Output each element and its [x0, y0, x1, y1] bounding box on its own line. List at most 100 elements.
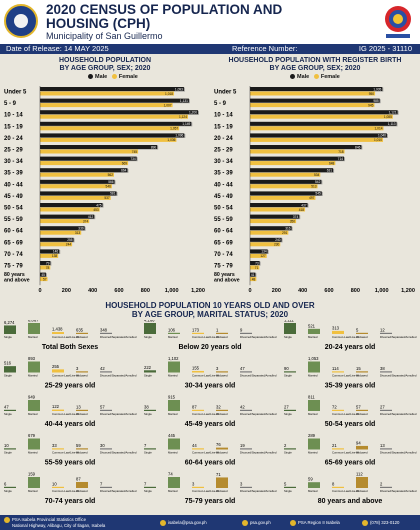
marital-category-label: Divorced/Separated/Annulled [380, 451, 417, 455]
footer-facebook[interactable]: PSA Region II Isabela [290, 520, 340, 526]
footer-phone[interactable]: (078) 323-0120 [362, 520, 399, 526]
marital-category-label: Single [144, 412, 152, 416]
female-bar [250, 149, 345, 154]
male-bar [40, 110, 198, 115]
male-bar [250, 203, 308, 207]
marital-bar [100, 371, 112, 373]
marital-value-label: 679 [28, 433, 36, 438]
marital-category-label: Single [4, 412, 12, 416]
legend-male: Male [95, 74, 108, 80]
marital-title-line-2: BY AGE GROUP, MARITAL STATUS; 2020 [131, 309, 289, 319]
psa-logo [4, 4, 38, 38]
marital-group-label: 35-39 years old [325, 383, 376, 390]
marital-value-label: 289 [308, 433, 316, 438]
marital-category-label: Widowed [76, 335, 88, 339]
male-bar [40, 226, 85, 231]
female-bar [40, 91, 175, 96]
marital-value-label: 106 [168, 327, 176, 332]
male-bar [40, 203, 103, 207]
marital-value-label: 87 [192, 404, 197, 409]
category-label: 45 - 49 [214, 194, 233, 200]
male-value-label: 255 [67, 238, 73, 242]
category-label: 55 - 59 [4, 217, 23, 223]
male-bar [40, 156, 137, 161]
male-value-label: 437 [301, 203, 307, 207]
male-bar [250, 145, 362, 149]
marital-bar [332, 448, 344, 450]
male-bar [40, 249, 60, 254]
female-bar [40, 172, 114, 177]
marital-value-label: 6 [4, 481, 7, 486]
marital-bar [216, 447, 228, 450]
office-name: PSA Isabela Provincial Statistics Office [12, 517, 86, 523]
marital-group-label: 55-59 years old [45, 460, 96, 467]
x-tick-label: 1,200 [401, 288, 415, 294]
marital-category-label: Married [168, 374, 178, 378]
chart-1-title: HOUSEHOLD POPULATION BY AGE GROUP, SEX; … [0, 57, 210, 72]
marital-category-label: Widowed [76, 451, 88, 455]
male-bar [250, 261, 260, 265]
marital-category-label: Widowed [356, 335, 368, 339]
marital-category-label: Common-Law/Live-in [332, 374, 359, 378]
female-value-label: 313 [75, 231, 81, 235]
marital-bar [356, 371, 368, 373]
marital-bar [4, 486, 16, 488]
male-value-label: 316 [285, 227, 291, 231]
marital-bar [308, 438, 320, 450]
category-label: 20 - 24 [4, 136, 23, 142]
female-bar [40, 149, 139, 154]
marital-title-line-1: HOUSEHOLD POPULATION 10 YEARS OLD AND OV… [105, 301, 315, 310]
female-value-label: 78 [46, 266, 50, 270]
male-bar [250, 214, 300, 219]
female-value-label: 1,085 [384, 115, 392, 119]
female-value-label: 1,124 [179, 115, 187, 119]
email-text: isabela@psa.gov.ph [168, 520, 207, 526]
marital-value-label: 1,053 [308, 356, 319, 361]
chart-2-title-line-2: BY AGE GROUP, SEX; 2020 [269, 64, 361, 72]
marital-category-label: Common-Law/Live-in [192, 335, 219, 339]
marital-value-label: 44 [192, 443, 197, 448]
marital-category-label: Married [28, 374, 38, 378]
male-value-label: 374 [293, 215, 299, 219]
marital-bar [192, 409, 204, 411]
marital-value-label: 3 [76, 366, 79, 371]
category-label: 30 - 34 [4, 159, 23, 165]
category-label: Under 5 [4, 90, 27, 96]
marital-value-label: 2 [380, 481, 383, 486]
category-label: 20 - 24 [214, 136, 233, 142]
footer-email[interactable]: isabela@psa.gov.ph [160, 520, 207, 526]
marital-category-label: Single [4, 335, 12, 339]
female-bar [40, 195, 111, 200]
marital-value-label: 122 [52, 404, 60, 409]
female-bar [250, 230, 289, 235]
male-bar [250, 249, 268, 254]
female-value-label: 497 [309, 196, 315, 200]
category-label: Under 5 [214, 90, 237, 96]
marital-value-label: 47 [4, 404, 9, 409]
marital-category-label: Widowed [216, 451, 228, 455]
category-label: 10 - 14 [4, 113, 23, 119]
marital-bar [284, 448, 296, 450]
male-bar [40, 261, 51, 265]
marital-category-label: Widowed [216, 335, 228, 339]
marital-category-label: Divorced/Separated/Annulled [100, 489, 137, 493]
chart-1-legend: Male Female [88, 74, 138, 80]
marital-category-label: Common-Law/Live-in [332, 451, 359, 455]
marital-category-label: Divorced/Separated/Annulled [240, 335, 277, 339]
female-value-label: 534 [314, 173, 320, 177]
marital-bar [240, 409, 252, 411]
marital-bar [168, 400, 180, 411]
marital-bar [380, 448, 392, 450]
marital-group-label: Total Both Sexes [42, 344, 98, 351]
male-value-label: 1,131 [180, 99, 188, 103]
marital-bar [284, 323, 296, 334]
footer-web[interactable]: psa.gov.ph [242, 520, 271, 526]
female-value-label: 513 [311, 185, 317, 189]
marital-bar [332, 486, 344, 488]
x-tick-label: 400 [298, 288, 307, 294]
marital-group-label: 45-49 years old [185, 421, 236, 428]
marital-bar [380, 486, 392, 488]
marital-bar [4, 409, 16, 411]
male-value-label: 134 [261, 250, 267, 254]
